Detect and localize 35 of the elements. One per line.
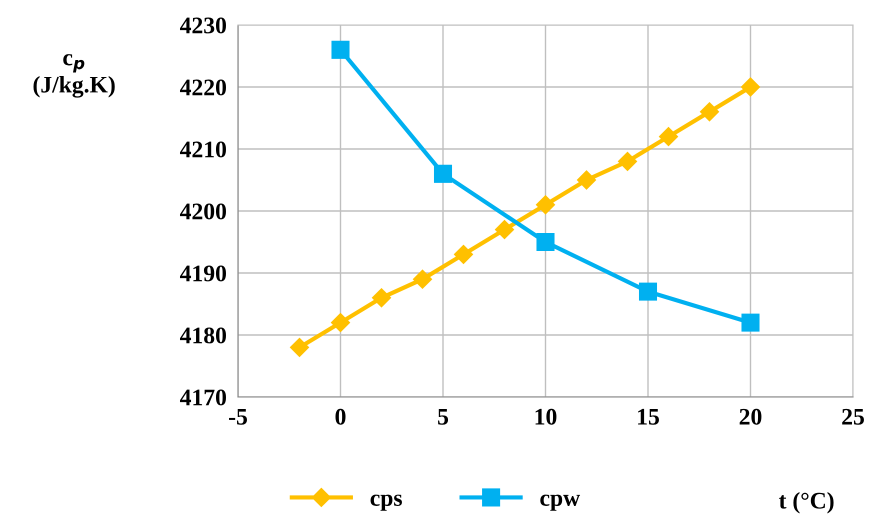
point: [494, 220, 514, 240]
point: [700, 102, 720, 122]
point: [331, 40, 350, 59]
point: [658, 127, 678, 146]
y-tick-label: 4180: [180, 327, 226, 344]
x-axis-title: t (°C): [778, 492, 834, 514]
point: [741, 314, 760, 332]
x-tick-label: 5: [438, 409, 448, 425]
point: [740, 77, 760, 97]
x-tick-label: 15: [638, 408, 659, 425]
point: [618, 152, 638, 171]
y-axis-title: c$_{p}$ (J/kg.K): [34, 54, 115, 98]
y-tick-label: 4220: [180, 79, 226, 96]
point: [330, 313, 350, 332]
y-tick-label: 4200: [180, 203, 226, 220]
y-tick-label: 4190: [180, 265, 226, 282]
x-tick-label: 0: [335, 408, 346, 425]
x-tick-label: -5: [229, 409, 247, 425]
y-tick-label: 4230: [180, 17, 226, 34]
point: [434, 164, 452, 183]
legend-label: cpw: [540, 494, 580, 511]
y-tick-label: 4170: [180, 389, 226, 406]
point: [412, 270, 432, 289]
x-tick-label: 25: [842, 408, 864, 425]
point: [536, 232, 555, 252]
x-tick-label: 10: [536, 408, 556, 425]
point: [454, 244, 474, 264]
point: [536, 195, 556, 214]
y-tick-label: 4210: [180, 141, 226, 158]
point: [290, 338, 310, 357]
point: [372, 288, 392, 308]
legend-label: cps: [370, 494, 402, 511]
x-tick-label: 20: [740, 408, 762, 425]
point: [576, 170, 596, 190]
point: [638, 282, 658, 301]
